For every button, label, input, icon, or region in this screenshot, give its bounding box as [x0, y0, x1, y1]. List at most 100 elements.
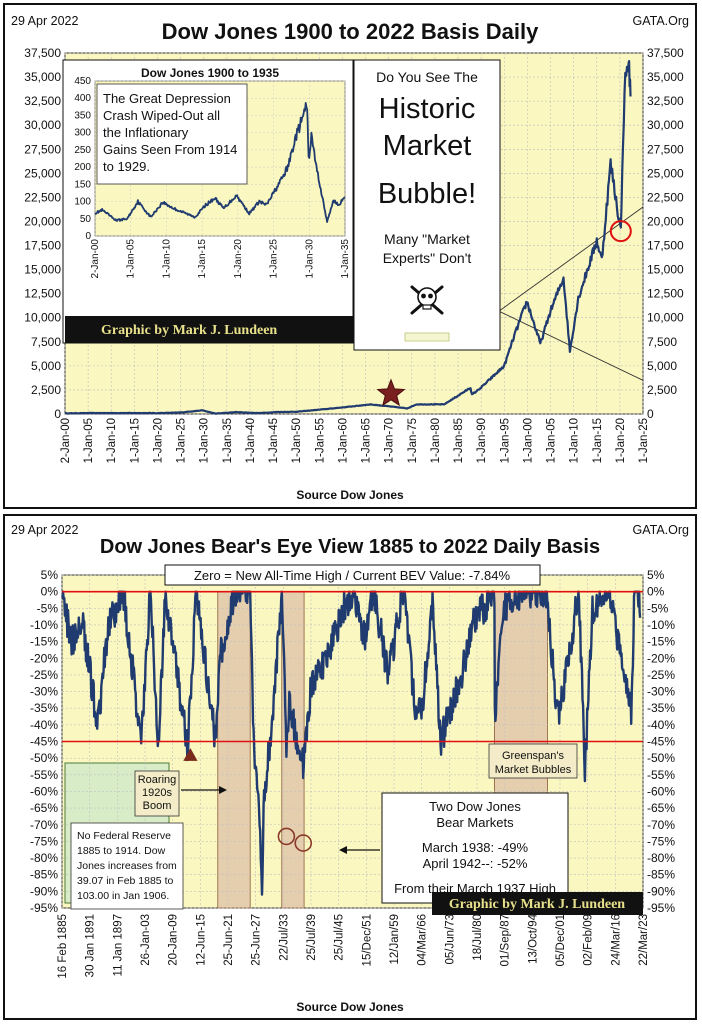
x-tick-label: 1-Jan-70 [384, 418, 396, 463]
fed-note-line: No Federal Reserve [77, 830, 171, 842]
x-tick-label: 1-Jan-45 [268, 418, 280, 463]
dow-jones-1900-2022-panel: 29 Apr 2022 GATA.Org Dow Jones 1900 to 2… [3, 3, 697, 509]
inset-x-tick-label: 1-Jan-35 [340, 239, 351, 279]
x-tick-label: 2-Jan-00 [60, 418, 72, 463]
y-tick-label-right: -50% [647, 751, 675, 765]
y-tick-label-right: -40% [647, 718, 675, 732]
x-tick-label: 1-Jan-60 [337, 418, 349, 463]
x-tick-label: 1-Jan-50 [291, 418, 303, 463]
small-inset-thumbnail [404, 332, 450, 342]
y-tick-label-right: 5% [647, 568, 665, 582]
fed-note-box [70, 822, 184, 910]
chart-title: Dow Jones Bear's Eye View 1885 to 2022 D… [100, 536, 600, 558]
roaring-marker [183, 748, 198, 761]
x-tick-label: 1-Jan-55 [314, 418, 326, 463]
y-tick-label-left: 32,500 [24, 94, 61, 108]
y-tick-label-left: -25% [30, 668, 58, 682]
skull-crossbones-icon [410, 285, 444, 315]
y-tick-label-right: 10,000 [647, 311, 684, 325]
y-tick-label-left: -60% [30, 784, 58, 798]
y-tick-label-right: 2,500 [647, 383, 677, 397]
y-tick-label-left: 0% [41, 585, 59, 599]
y-tick-label-left: 12,500 [24, 287, 61, 301]
bear-box-line: Bear Markets [436, 815, 514, 830]
y-tick-label-right: -10% [647, 618, 675, 632]
y-tick-label-left: 20,000 [24, 214, 61, 228]
trend-line-rising [476, 206, 644, 328]
x-tick-label: 18/Jul/80 [472, 914, 484, 961]
y-tick-label-left: -65% [30, 801, 58, 815]
x-tick-label: 1-Jan-30 [199, 418, 211, 463]
y-tick-label-right: -75% [647, 834, 675, 848]
inset-x-tick-label: 1-Jan-30 [304, 239, 315, 279]
y-tick-label-right: 20,000 [647, 214, 684, 228]
x-tick-label: 1-Jan-80 [430, 418, 442, 463]
y-tick-label-right: -65% [647, 801, 675, 815]
y-tick-label-left: -90% [30, 884, 58, 898]
y-tick-label-left: 0 [54, 407, 61, 421]
x-tick-label: 20-Jan-09 [168, 914, 180, 966]
y-tick-label-left: 15,000 [24, 263, 61, 277]
x-tick-label: 1-Jan-85 [453, 418, 465, 463]
x-tick-label: 1-Jan-00 [522, 418, 534, 463]
skull-eye [421, 293, 426, 299]
y-tick-label-left: -20% [30, 651, 58, 665]
fed-note-line: 103.00 in Jan 1906. [77, 890, 169, 902]
x-tick-label: 12/Jan/59 [389, 914, 401, 965]
chart-title: Dow Jones 1900 to 2022 Basis Daily [162, 19, 539, 44]
y-tick-label-right: -85% [647, 868, 675, 882]
x-tick-label: 13/Oct/94 [527, 913, 539, 963]
annotation-headline: Bubble! [378, 178, 476, 210]
x-tick-label: 05/Dec/01 [555, 914, 567, 966]
y-tick-label-right: -25% [647, 668, 675, 682]
x-tick-label: 1-Jan-15 [129, 418, 141, 463]
x-tick-label: 11 Jan 1897 [112, 914, 124, 976]
roaring-label: 1920s [142, 787, 172, 799]
y-tick-label-left: -45% [30, 735, 58, 749]
y-tick-label-right: -5% [647, 601, 669, 615]
inset-series-line [94, 102, 346, 223]
y-tick-label-right: 7,500 [647, 335, 677, 349]
y-tick-label-right: -15% [647, 635, 675, 649]
y-tick-label-left: 10,000 [24, 311, 61, 325]
y-tick-label-left: 37,500 [24, 46, 61, 60]
annotation-line: Experts" Don't [383, 250, 472, 266]
roaring-label: Roaring [138, 774, 177, 786]
inset-y-tick-label: 400 [74, 93, 91, 104]
y-tick-label-left: -50% [30, 751, 58, 765]
x-tick-label: 1-Jan-10 [106, 418, 118, 463]
inset-y-tick-label: 50 [80, 214, 92, 225]
x-tick-label: 22/Mar/23 [638, 914, 650, 966]
y-tick-label-right: 12,500 [647, 287, 684, 301]
y-tick-label-right: -95% [647, 901, 675, 915]
y-tick-label-right: 0 [647, 407, 654, 421]
roaring-label: Boom [143, 800, 172, 812]
inset-y-tick-label: 350 [74, 110, 91, 121]
y-tick-label-right: -80% [647, 851, 675, 865]
x-tick-label: 1-Jan-15 [592, 418, 604, 463]
x-tick-label: 1-Jan-65 [361, 418, 373, 463]
x-tick-label: 12-Jun-15 [195, 914, 207, 966]
y-tick-label-left: 17,500 [24, 239, 61, 253]
bears-eye-view-panel: 29 Apr 2022 GATA.Org Dow Jones Bear's Ey… [3, 514, 697, 1020]
y-tick-label-right: 5,000 [647, 359, 677, 373]
y-tick-label-right: 30,000 [647, 118, 684, 132]
y-tick-label-left: -30% [30, 685, 58, 699]
inset-y-tick-label: 450 [74, 76, 91, 87]
greenspan-label: Greenspan's [502, 750, 565, 762]
x-tick-label: 05/Jun/73 [444, 914, 456, 965]
greenspan-label-box [488, 743, 578, 779]
inset-y-tick-label: 200 [74, 162, 91, 173]
y-tick-label-left: -40% [30, 718, 58, 732]
credit-bar [432, 892, 643, 915]
y-tick-label-left: 30,000 [24, 118, 61, 132]
y-tick-label-right: 37,500 [647, 46, 684, 60]
inset-title: Dow Jones 1900 to 1935 [141, 66, 279, 80]
fed-note-line: Jones increases from [77, 860, 177, 872]
fed-note-line: 1885 to 1914. Dow [77, 845, 166, 857]
y-tick-label-right: 22,500 [647, 190, 684, 204]
annotation-headline: Market [383, 130, 472, 162]
x-tick-label: 1-Jan-25 [176, 418, 188, 463]
y-tick-label-right: -20% [647, 651, 675, 665]
inset-x-tick-label: 2-Jan-00 [90, 239, 101, 279]
